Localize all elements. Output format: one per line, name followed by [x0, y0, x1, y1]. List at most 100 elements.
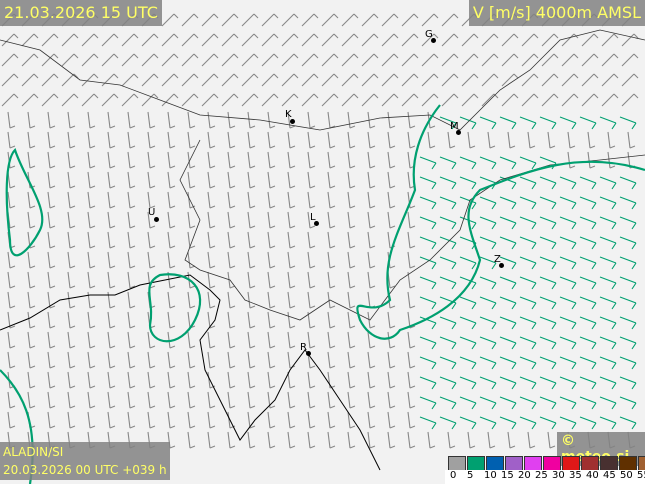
wind-barb — [101, 73, 119, 87]
wind-barb — [287, 351, 296, 369]
wind-barb — [261, 13, 279, 27]
wind-barb — [187, 191, 196, 209]
wind-barb — [619, 276, 637, 290]
parameter-label: V [m/s] 4000m AMSL — [468, 0, 645, 26]
wind-barb — [81, 73, 99, 87]
wind-barb — [627, 131, 636, 149]
wind-barb — [227, 251, 236, 269]
wind-barb — [501, 73, 519, 87]
wind-barb — [421, 53, 439, 67]
wind-barb — [621, 33, 639, 47]
wind-barb — [327, 391, 336, 409]
wind-barb — [201, 33, 219, 47]
wind-barb — [287, 131, 296, 149]
wind-barb — [47, 231, 56, 249]
wind-barb — [441, 13, 459, 27]
legend-tick-label: 35 — [569, 470, 582, 481]
wind-barb — [479, 376, 497, 390]
wind-barb — [479, 216, 497, 230]
legend-tick-label: 45 — [603, 470, 616, 481]
wind-barb — [227, 171, 236, 189]
wind-barb — [519, 336, 537, 350]
wind-barb — [459, 256, 477, 270]
wind-barb — [207, 331, 216, 349]
wind-barb — [401, 73, 419, 87]
wind-barb — [519, 376, 537, 390]
wind-barb — [367, 211, 376, 229]
wind-barb — [539, 116, 557, 130]
wind-barb — [467, 131, 476, 149]
wind-barb — [281, 93, 299, 107]
wind-barb — [207, 151, 216, 169]
wind-barb — [247, 411, 256, 429]
wind-barb — [519, 316, 537, 330]
wind-barb — [207, 391, 216, 409]
wind-barb — [327, 351, 336, 369]
wind-barb — [67, 131, 76, 149]
wind-barb — [247, 111, 256, 129]
wind-barb — [167, 351, 176, 369]
wind-barb — [281, 53, 299, 67]
wind-barb — [459, 356, 477, 370]
wind-barb — [167, 371, 176, 389]
legend-swatch — [600, 456, 618, 471]
wind-barb — [87, 231, 96, 249]
wind-barb — [501, 93, 519, 107]
wind-barb — [107, 191, 116, 209]
wind-barb — [281, 33, 299, 47]
wind-barb — [499, 336, 517, 350]
wind-barb — [7, 131, 16, 149]
wind-barb — [247, 291, 256, 309]
wind-barb — [27, 271, 36, 289]
wind-barb — [301, 53, 319, 67]
wind-barb — [327, 371, 336, 389]
wind-barb — [539, 256, 557, 270]
wind-barb — [167, 391, 176, 409]
wind-barb — [241, 13, 259, 27]
wind-barb — [499, 116, 517, 130]
wind-barb — [419, 356, 437, 370]
wind-barb — [499, 276, 517, 290]
wind-barb — [527, 431, 536, 449]
wind-barb — [367, 171, 376, 189]
wind-barb — [481, 53, 499, 67]
wind-barb — [499, 316, 517, 330]
wind-barb — [439, 276, 457, 290]
wind-barb — [499, 356, 517, 370]
wind-barb — [7, 171, 16, 189]
wind-barb — [267, 211, 276, 229]
wind-barb — [7, 331, 16, 349]
wind-barb — [1, 93, 19, 107]
wind-barb — [347, 271, 356, 289]
wind-barb — [581, 93, 599, 107]
wind-barb — [101, 93, 119, 107]
wind-barb — [419, 316, 437, 330]
wind-barb — [207, 211, 216, 229]
wind-barb — [459, 156, 477, 170]
wind-barb — [21, 93, 39, 107]
wind-barb — [47, 371, 56, 389]
wind-barb — [361, 73, 379, 87]
wind-barb — [441, 93, 459, 107]
wind-barb — [247, 331, 256, 349]
wind-barb — [619, 296, 637, 310]
wind-barb — [307, 371, 316, 389]
wind-barb — [559, 396, 577, 410]
wind-barb — [227, 391, 236, 409]
wind-barb — [147, 391, 156, 409]
wind-barb — [207, 171, 216, 189]
wind-barb — [167, 131, 176, 149]
wind-barb — [187, 131, 196, 149]
wind-barb — [507, 431, 516, 449]
wind-barb — [147, 371, 156, 389]
wind-barb — [107, 391, 116, 409]
wind-barb — [161, 93, 179, 107]
wind-barb — [439, 116, 457, 130]
wind-barb — [247, 431, 256, 449]
wind-barb — [1, 53, 19, 67]
wind-barb — [599, 356, 617, 370]
wind-barb — [207, 431, 216, 449]
wind-barb — [227, 331, 236, 349]
wind-barb — [141, 53, 159, 67]
